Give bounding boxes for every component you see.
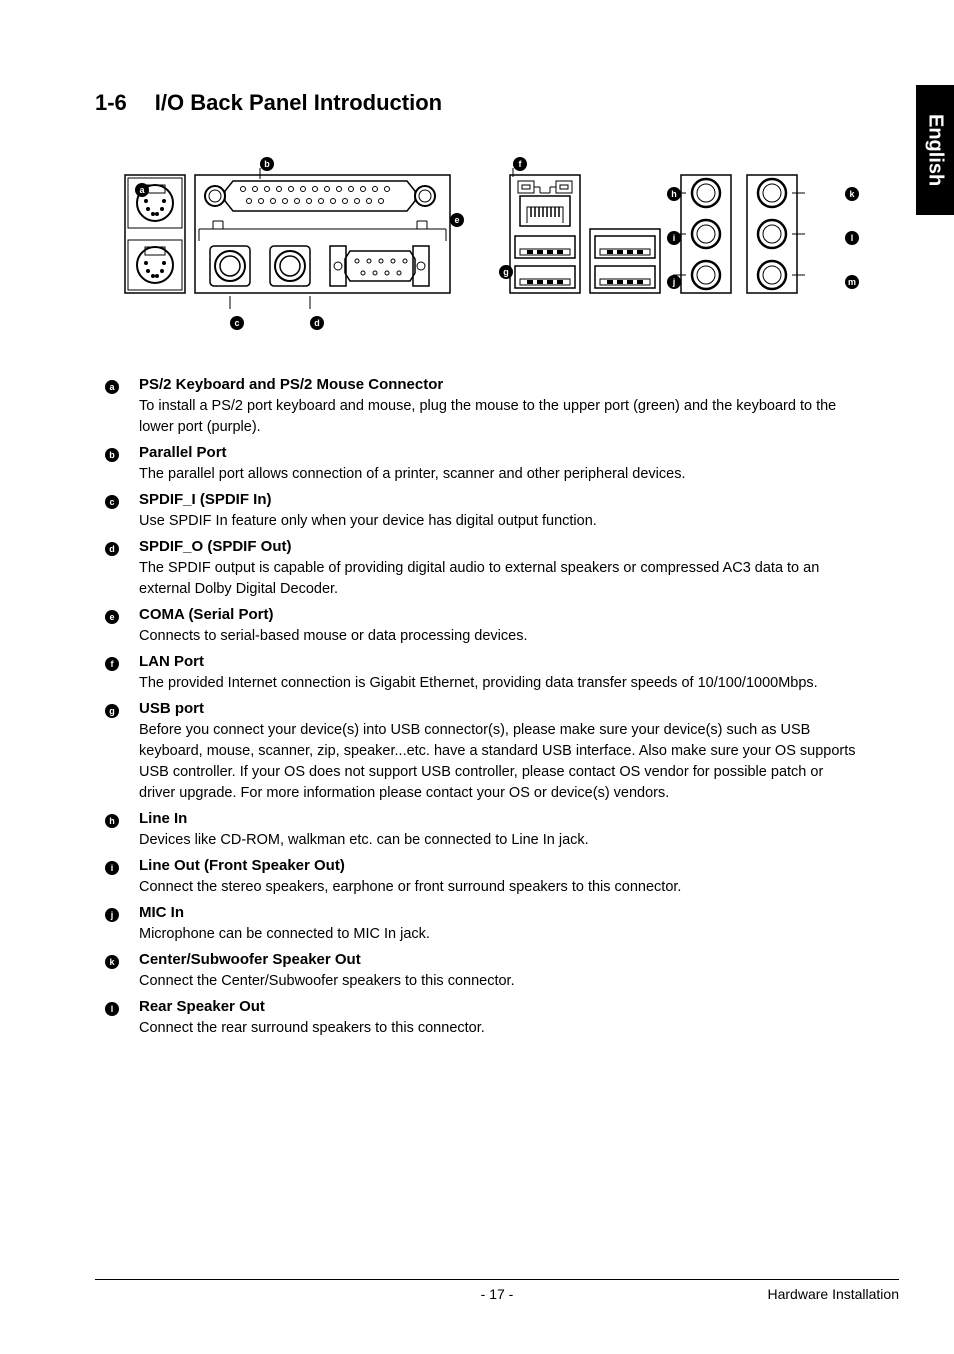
item-content: SPDIF_O (SPDIF Out) The SPDIF output is c… [139,538,859,600]
io-panel-diagram: a b f h k i l j m e g c d [115,151,859,346]
item-content: PS/2 Keyboard and PS/2 Mouse Connector To… [139,376,859,438]
item-content: LAN Port The provided Internet connection… [139,653,859,694]
item-bullet: e [105,606,139,647]
item-text: Use SPDIF In feature only when your devi… [139,511,859,532]
list-item: dSPDIF_O (SPDIF Out) The SPDIF output is … [105,538,859,600]
item-title: Line In [139,810,859,827]
item-content: Parallel Port The parallel port allows co… [139,444,859,485]
list-item: gUSB port Before you connect your device(… [105,700,859,804]
item-bullet: i [105,857,139,898]
section-title-text: I/O Back Panel Introduction [155,90,442,115]
item-text: Connect the Center/Subwoofer speakers to… [139,971,859,992]
item-title: Parallel Port [139,444,859,461]
item-bullet: k [105,951,139,992]
list-item: bParallel Port The parallel port allows c… [105,444,859,485]
item-title: PS/2 Keyboard and PS/2 Mouse Connector [139,376,859,393]
item-title: USB port [139,700,859,717]
item-bullet: d [105,538,139,600]
list-item: kCenter/Subwoofer Speaker Out Connect the… [105,951,859,992]
page-number: - 17 - [481,1286,514,1302]
item-content: MIC In Microphone can be connected to MIC… [139,904,859,945]
diagram-label-k: k [845,187,859,201]
list-item: hLine In Devices like CD-ROM, walkman etc… [105,810,859,851]
list-item: jMIC In Microphone can be connected to MI… [105,904,859,945]
list-item: lRear Speaker Out Connect the rear surrou… [105,998,859,1039]
item-title: Center/Subwoofer Speaker Out [139,951,859,968]
item-text: Connect the stereo speakers, earphone or… [139,877,859,898]
diagram-label-j: j [667,275,681,289]
item-text: Microphone can be connected to MIC In ja… [139,924,859,945]
item-bullet: g [105,700,139,804]
footer-right: Hardware Installation [767,1286,899,1302]
item-title: SPDIF_I (SPDIF In) [139,491,859,508]
item-content: Center/Subwoofer Speaker Out Connect the … [139,951,859,992]
page-footer: - 17 - Hardware Installation [95,1279,899,1302]
item-bullet: f [105,653,139,694]
diagram-label-h: h [667,187,681,201]
list-item: fLAN Port The provided Internet connectio… [105,653,859,694]
item-text: Connect the rear surround speakers to th… [139,1018,859,1039]
diagram-label-d: d [310,316,324,330]
diagram-label-i: i [667,231,681,245]
item-text: Before you connect your device(s) into U… [139,720,859,804]
section-number: 1-6 [95,90,127,116]
item-content: Rear Speaker Out Connect the rear surroun… [139,998,859,1039]
item-title: LAN Port [139,653,859,670]
definition-list: aPS/2 Keyboard and PS/2 Mouse Connector T… [105,376,859,1039]
list-item: aPS/2 Keyboard and PS/2 Mouse Connector T… [105,376,859,438]
diagram-label-e: e [450,213,464,227]
item-bullet: b [105,444,139,485]
item-text: The provided Internet connection is Giga… [139,673,859,694]
page-content: 1-6 I/O Back Panel Introduction [0,0,954,1085]
item-bullet: j [105,904,139,945]
diagram-label-a: a [135,183,149,197]
item-content: SPDIF_I (SPDIF In) Use SPDIF In feature o… [139,491,859,532]
list-item: iLine Out (Front Speaker Out) Connect the… [105,857,859,898]
item-bullet: a [105,376,139,438]
diagram-label-m: m [845,275,859,289]
item-title: MIC In [139,904,859,921]
item-content: Line Out (Front Speaker Out) Connect the … [139,857,859,898]
list-item: cSPDIF_I (SPDIF In) Use SPDIF In feature … [105,491,859,532]
list-item: eCOMA (Serial Port) Connects to serial-ba… [105,606,859,647]
item-bullet: l [105,998,139,1039]
diagram-label-l: l [845,231,859,245]
item-content: Line In Devices like CD-ROM, walkman etc.… [139,810,859,851]
item-text: The parallel port allows connection of a… [139,464,859,485]
item-title: COMA (Serial Port) [139,606,859,623]
diagram-label-b: b [260,157,274,171]
item-text: To install a PS/2 port keyboard and mous… [139,396,859,438]
item-title: Rear Speaker Out [139,998,859,1015]
item-bullet: c [105,491,139,532]
item-text: The SPDIF output is capable of providing… [139,558,859,600]
item-content: COMA (Serial Port) Connects to serial-bas… [139,606,859,647]
item-content: USB port Before you connect your device(s… [139,700,859,804]
item-text: Connects to serial-based mouse or data p… [139,626,859,647]
diagram-label-g: g [499,265,513,279]
page-title: 1-6 I/O Back Panel Introduction [95,90,859,116]
diagram-label-f: f [513,157,527,171]
item-title: Line Out (Front Speaker Out) [139,857,859,874]
item-title: SPDIF_O (SPDIF Out) [139,538,859,555]
item-bullet: h [105,810,139,851]
diagram-label-c: c [230,316,244,330]
item-text: Devices like CD-ROM, walkman etc. can be… [139,830,859,851]
